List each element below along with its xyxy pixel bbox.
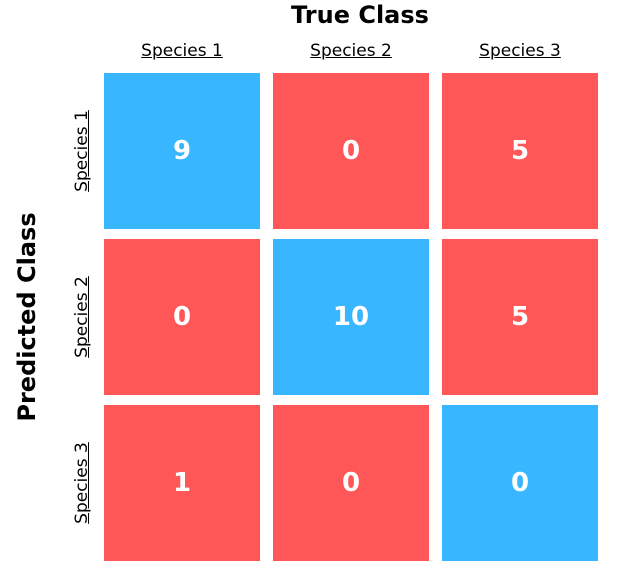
- matrix-cell-value-r1-c3: 5: [511, 136, 529, 166]
- matrix-cell-r2-c1: [104, 239, 260, 395]
- matrix-cell-value-r1-c2: 0: [342, 136, 360, 166]
- matrix-cell-value-r3-c1: 1: [173, 468, 191, 498]
- matrix-cell-r1-c3: [442, 73, 598, 229]
- matrix-cell-r3-c3: [442, 405, 598, 561]
- matrix-cell-value-r2-c1: 0: [173, 302, 191, 332]
- matrix-cell-r2-c3: [442, 239, 598, 395]
- column-label-species-2: Species 2: [310, 41, 392, 61]
- column-label-species-3: Species 3: [479, 41, 561, 61]
- matrix-cell-value-r2-c2: 10: [333, 302, 369, 332]
- matrix-cell-value-r2-c3: 5: [511, 302, 529, 332]
- matrix-cell-r3-c1: [104, 405, 260, 561]
- matrix-cell-value-r1-c1: 9: [173, 136, 191, 166]
- x-axis-title: True Class: [291, 1, 429, 29]
- matrix-cell-value-r3-c2: 0: [342, 468, 360, 498]
- matrix-cell-r3-c2: [273, 405, 429, 561]
- matrix-cell-r1-c1: [104, 73, 260, 229]
- matrix-cell-r2-c2: [273, 239, 429, 395]
- matrix-cell-r1-c2: [273, 73, 429, 229]
- matrix-cell-value-r3-c3: 0: [511, 468, 529, 498]
- column-label-species-1: Species 1: [141, 41, 223, 61]
